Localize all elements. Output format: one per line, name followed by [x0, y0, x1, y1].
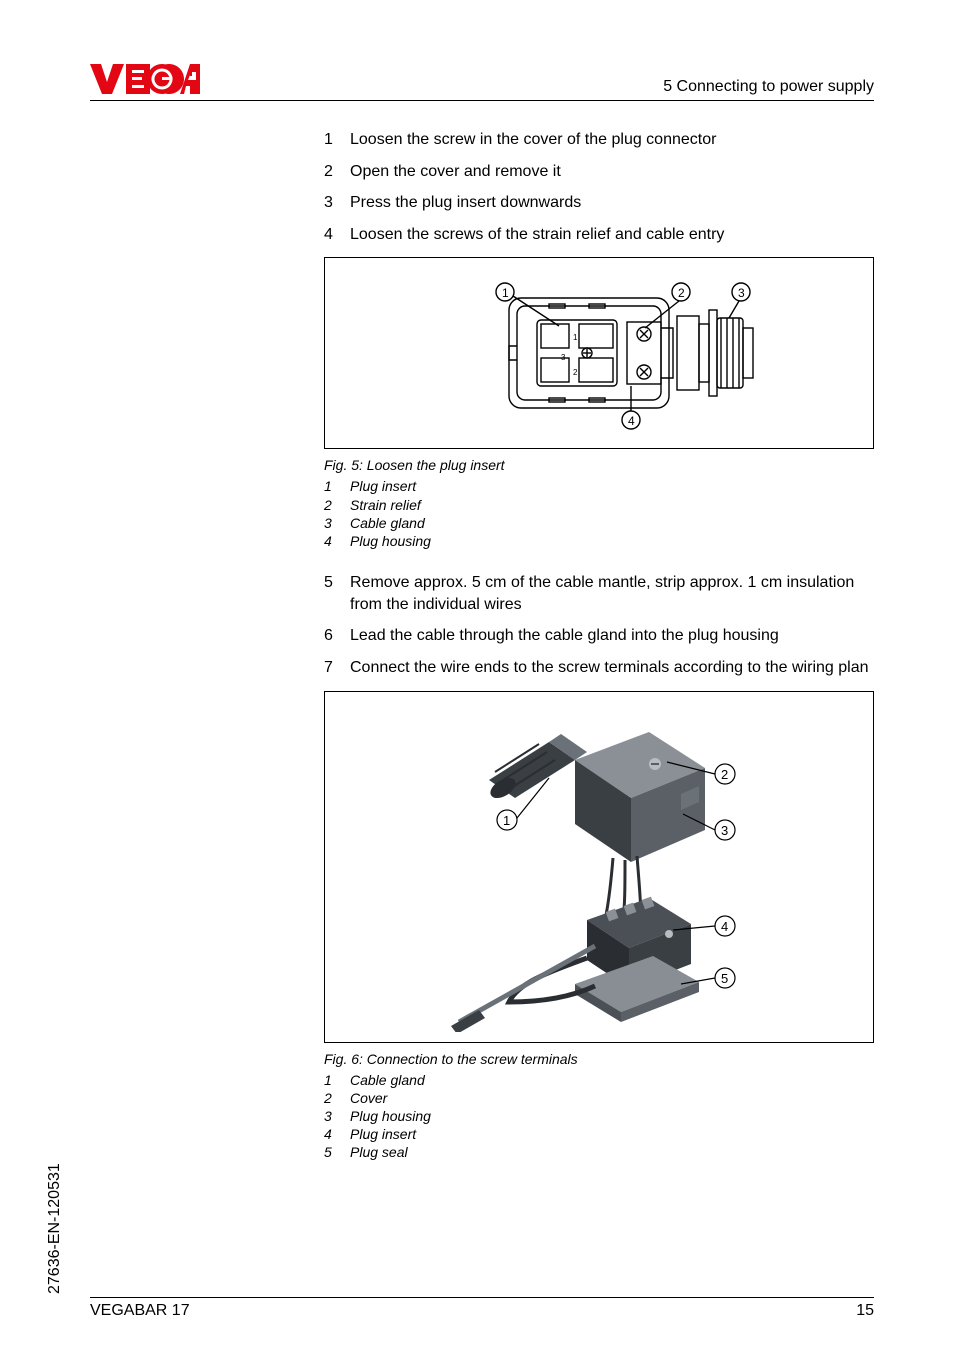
svg-text:3: 3	[561, 353, 566, 362]
step-item: 3Press the plug insert downwards	[324, 192, 874, 214]
figure-2-box: 1 2 3 4 5	[324, 691, 874, 1043]
svg-text:2: 2	[678, 286, 685, 300]
footer-page-number: 15	[856, 1302, 874, 1320]
plug-insert-diagram: 1 2 3	[409, 268, 789, 438]
step-item: 1Loosen the screw in the cover of the pl…	[324, 129, 874, 151]
step-num: 7	[324, 657, 350, 679]
step-item: 2Open the cover and remove it	[324, 161, 874, 183]
step-num: 3	[324, 192, 350, 214]
figure-2-caption: Fig. 6: Connection to the screw terminal…	[324, 1051, 874, 1067]
legend-num: 2	[324, 1089, 350, 1107]
legend-text: Strain relief	[350, 496, 421, 514]
legend-text: Cover	[350, 1089, 387, 1107]
svg-text:3: 3	[721, 823, 728, 838]
legend-num: 2	[324, 496, 350, 514]
step-text: Remove approx. 5 cm of the cable mantle,…	[350, 572, 874, 615]
legend-num: 3	[324, 1107, 350, 1125]
svg-text:1: 1	[573, 333, 578, 342]
legend-num: 4	[324, 532, 350, 550]
svg-text:1: 1	[503, 813, 510, 828]
legend-text: Cable gland	[350, 514, 425, 532]
main-content: 1Loosen the screw in the cover of the pl…	[324, 129, 874, 1161]
svg-text:4: 4	[628, 414, 635, 428]
step-list-2: 5Remove approx. 5 cm of the cable mantle…	[324, 572, 874, 678]
step-text: Loosen the screws of the strain relief a…	[350, 224, 874, 246]
page-header: 5 Connecting to power supply	[90, 62, 874, 101]
figure-2-legend: 1Cable gland 2Cover 3Plug housing 4Plug …	[324, 1071, 874, 1162]
svg-text:5: 5	[721, 971, 728, 986]
legend-text: Plug seal	[350, 1143, 408, 1161]
screw-terminal-diagram: 1 2 3 4 5	[399, 702, 799, 1032]
svg-text:3: 3	[738, 286, 745, 300]
legend-num: 5	[324, 1143, 350, 1161]
step-num: 1	[324, 129, 350, 151]
legend-text: Plug insert	[350, 477, 416, 495]
legend-num: 3	[324, 514, 350, 532]
legend-num: 1	[324, 1071, 350, 1089]
figure-1-legend: 1Plug insert 2Strain relief 3Cable gland…	[324, 477, 874, 550]
step-text: Connect the wire ends to the screw termi…	[350, 657, 874, 679]
legend-text: Plug housing	[350, 532, 431, 550]
legend-text: Plug insert	[350, 1125, 416, 1143]
step-list-1: 1Loosen the screw in the cover of the pl…	[324, 129, 874, 245]
footer-product: VEGABAR 17	[90, 1302, 190, 1320]
figure-1-box: 1 2 3	[324, 257, 874, 449]
step-item: 4Loosen the screws of the strain relief …	[324, 224, 874, 246]
step-num: 4	[324, 224, 350, 246]
step-text: Lead the cable through the cable gland i…	[350, 625, 874, 647]
svg-text:2: 2	[573, 368, 578, 377]
step-item: 6Lead the cable through the cable gland …	[324, 625, 874, 647]
step-item: 5Remove approx. 5 cm of the cable mantle…	[324, 572, 874, 615]
figure-1-caption: Fig. 5: Loosen the plug insert	[324, 457, 874, 473]
svg-text:2: 2	[721, 767, 728, 782]
step-num: 5	[324, 572, 350, 615]
step-num: 6	[324, 625, 350, 647]
step-text: Press the plug insert downwards	[350, 192, 874, 214]
svg-text:1: 1	[502, 286, 509, 300]
legend-num: 4	[324, 1125, 350, 1143]
step-text: Loosen the screw in the cover of the plu…	[350, 129, 874, 151]
section-title: 5 Connecting to power supply	[663, 78, 874, 96]
page-footer: VEGABAR 17 15	[90, 1297, 874, 1320]
legend-text: Plug housing	[350, 1107, 431, 1125]
step-item: 7Connect the wire ends to the screw term…	[324, 657, 874, 679]
legend-num: 1	[324, 477, 350, 495]
vega-logo	[90, 62, 200, 96]
svg-text:4: 4	[721, 919, 728, 934]
step-num: 2	[324, 161, 350, 183]
legend-text: Cable gland	[350, 1071, 425, 1089]
document-code: 27636-EN-120531	[46, 1163, 64, 1294]
step-text: Open the cover and remove it	[350, 161, 874, 183]
